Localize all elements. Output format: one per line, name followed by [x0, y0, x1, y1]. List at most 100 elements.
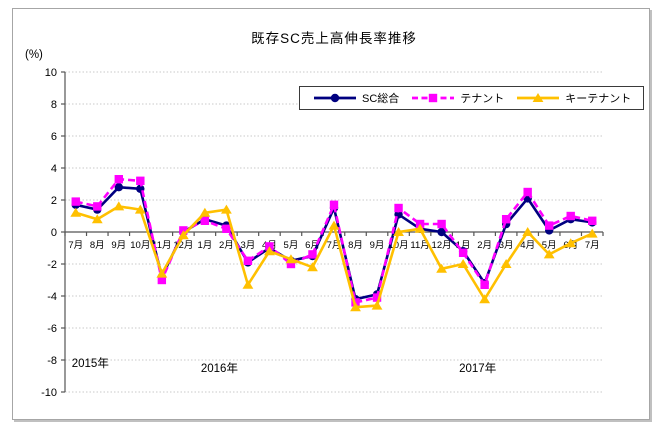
series-1-marker [501, 215, 511, 224]
series-2-marker [565, 238, 577, 248]
month-label: 3月 [241, 240, 256, 251]
month-label: 8月 [90, 240, 105, 251]
series-2-marker [156, 268, 168, 278]
legend-item-tenant: テナント [410, 90, 504, 106]
series-2-marker [285, 254, 297, 264]
month-label: 5月 [542, 240, 557, 251]
month-label: 9月 [111, 240, 126, 251]
series-2-marker [393, 227, 404, 236]
month-label: 11月 [410, 240, 429, 251]
month-label: 6月 [305, 240, 320, 251]
y-axis-tick-label: 6 [51, 131, 57, 143]
series-1-marker [114, 175, 123, 184]
series-1-marker [329, 200, 339, 209]
month-label: 2月 [477, 240, 492, 251]
series-2-marker [328, 220, 340, 230]
y-axis-tick-label: 2 [51, 195, 57, 207]
month-label: 4月 [520, 240, 535, 251]
legend-sample-marker [330, 93, 340, 103]
y-axis-tick-label: -4 [47, 291, 57, 303]
series-1-marker [136, 176, 145, 185]
month-label: 2月 [219, 240, 234, 251]
series-1-marker [222, 224, 231, 233]
series-1-marker [372, 293, 382, 302]
legend-line-circle-icon [314, 93, 356, 103]
series-2-marker [221, 204, 232, 214]
y-axis-unit-label: (%) [25, 49, 43, 61]
series-1-marker [566, 211, 575, 221]
y-axis-tick-label: -10 [41, 387, 57, 399]
series-1-marker [308, 250, 317, 259]
series-1-marker [545, 221, 554, 230]
month-label: 12月 [432, 240, 452, 251]
series-2-marker [307, 262, 318, 272]
legend-sample-marker [532, 93, 544, 102]
series-2-marker [70, 207, 82, 217]
series-1-marker [394, 203, 403, 213]
series-2-marker [543, 249, 555, 259]
legend-item-sc-sogo: SC総合 [312, 90, 399, 106]
month-label: 5月 [284, 240, 299, 251]
series-2-marker [264, 246, 275, 256]
y-axis-tick-label: 0 [51, 227, 57, 239]
series-1-marker [200, 216, 210, 225]
legend-label: テナント [460, 93, 505, 105]
series-2-marker [436, 263, 447, 273]
legend: SC総合 テナント キーテナント [299, 86, 645, 110]
legend-label: キーテナント [565, 93, 632, 105]
legend-label: SC総合 [362, 93, 400, 105]
series-2-marker [414, 223, 426, 233]
y-axis-tick-label: 8 [51, 99, 57, 111]
month-label: 12月 [173, 240, 193, 251]
series-2-marker [522, 227, 534, 236]
series-1-marker [458, 248, 468, 257]
series-2-marker [177, 230, 189, 240]
series-2-marker [350, 302, 361, 312]
y-axis-tick-label: -2 [47, 259, 57, 271]
chart-title: 既存SC売上高伸長率推移 [251, 31, 417, 46]
month-label: 1月 [456, 240, 471, 251]
series-1-marker [480, 280, 489, 289]
legend-line-triangle-icon [517, 93, 560, 102]
series-1-marker [157, 275, 167, 285]
year-label: 2016年 [201, 361, 238, 375]
legend-item-key-tenant: キーテナント [515, 90, 631, 106]
series-2-marker [371, 300, 383, 310]
month-label: 10月 [130, 240, 150, 251]
year-label: 2015年 [72, 356, 109, 370]
series-2-marker [242, 279, 254, 289]
y-axis-tick-label: -8 [47, 355, 57, 367]
series-0-marker [114, 183, 124, 192]
legend-dashed-square-icon [412, 93, 455, 103]
series-2-marker [500, 259, 512, 268]
series-1-marker [93, 202, 102, 211]
series-0-marker [437, 227, 446, 237]
year-label: 2017年 [459, 361, 496, 375]
series-1-marker [71, 197, 80, 206]
month-label: 8月 [348, 240, 363, 251]
series-2-marker [479, 294, 491, 304]
month-label: 1月 [197, 240, 212, 251]
series-2-marker [199, 207, 211, 217]
series-1-marker [243, 256, 253, 265]
series-2-marker [457, 259, 469, 268]
series-2-marker [134, 204, 146, 214]
series-2-marker [91, 214, 103, 224]
series-2-marker [113, 201, 125, 211]
y-axis-tick-label: 4 [51, 163, 57, 175]
legend-sample-marker [429, 93, 438, 103]
month-label: 7月 [585, 240, 600, 251]
series-1-marker [286, 259, 296, 269]
series-2-marker [586, 228, 598, 238]
month-label: 7月 [68, 240, 83, 251]
month-label: 10月 [389, 240, 409, 251]
month-label: 3月 [499, 240, 514, 251]
month-label: 11月 [152, 240, 171, 251]
series-1-marker [523, 187, 532, 197]
y-axis-tick-label: -6 [47, 323, 57, 335]
month-label: 9月 [370, 240, 385, 251]
series-1-marker [588, 216, 597, 225]
month-label: 7月 [327, 240, 342, 251]
